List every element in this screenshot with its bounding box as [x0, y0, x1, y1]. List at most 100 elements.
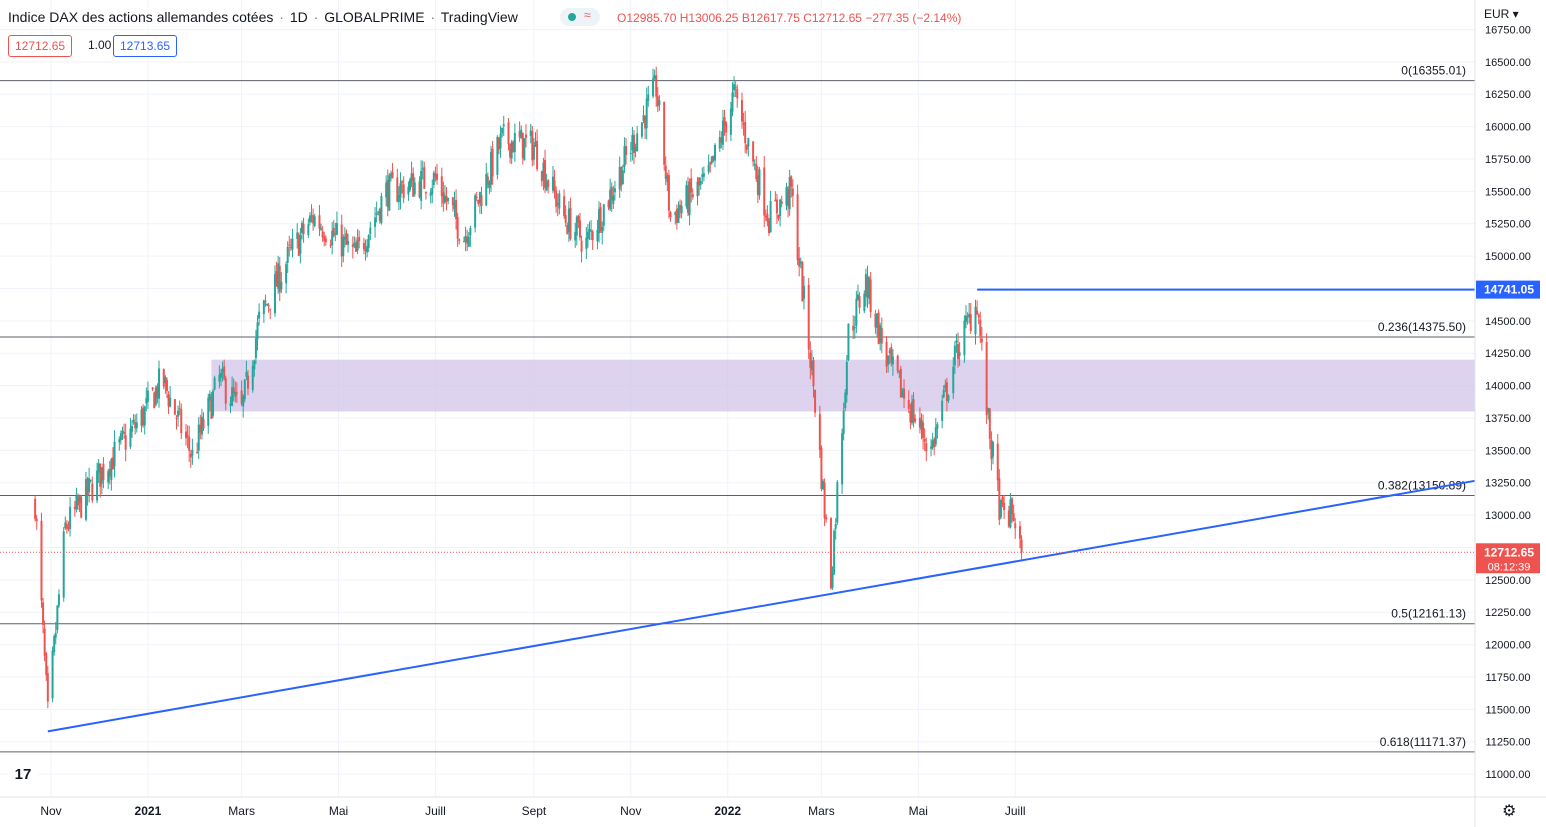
candle-body	[664, 165, 667, 179]
candle-body	[863, 293, 866, 311]
y-tick-label: 12000.00	[1485, 640, 1531, 652]
candle-body	[243, 379, 246, 400]
candle-body	[302, 223, 305, 235]
candle-body	[256, 322, 259, 340]
candle-body	[75, 495, 78, 510]
candle-body	[707, 164, 710, 172]
candle-body	[167, 394, 170, 407]
candle-body	[300, 223, 303, 233]
candle-body	[491, 148, 494, 177]
candle-body	[613, 188, 616, 193]
interval-label[interactable]: 1D	[289, 9, 308, 25]
candle-body	[412, 173, 415, 197]
candle-body	[647, 94, 650, 101]
candle-body	[366, 246, 369, 253]
candle-body	[456, 216, 459, 239]
candle-body	[210, 396, 213, 419]
candle-body	[686, 185, 689, 213]
y-tick-label: 15250.00	[1485, 219, 1531, 231]
ray-price-tag	[1476, 280, 1540, 299]
candle-body	[744, 122, 747, 144]
candle-body	[191, 449, 194, 456]
candle-body	[955, 340, 958, 343]
candle-body	[685, 185, 688, 207]
tradingview-logo-icon[interactable]: 17	[8, 762, 38, 788]
fib-label: 0.618(11171.37)	[1380, 735, 1466, 749]
candle-body	[679, 204, 682, 210]
candle-body	[123, 432, 126, 434]
buy-button[interactable]: 12713.65	[113, 35, 178, 57]
candle-body	[933, 439, 936, 447]
x-tick-label: 2021	[135, 804, 162, 818]
candle-body	[823, 482, 826, 519]
candle-body	[275, 271, 278, 287]
market-status-badge[interactable]: ≈	[560, 8, 600, 26]
fib-label: 0.382(13150.89)	[1378, 479, 1466, 493]
candle-body	[235, 392, 238, 394]
candle-body	[219, 372, 222, 378]
candle-body	[254, 338, 257, 359]
candle-body	[165, 379, 168, 392]
candle-body	[925, 443, 928, 452]
candle-body	[640, 122, 643, 137]
candle-body	[798, 258, 801, 267]
candle-body	[876, 313, 879, 328]
candle-body	[899, 368, 902, 398]
candle-body	[968, 313, 971, 318]
gear-icon[interactable]: ⚙	[1502, 803, 1517, 820]
x-tick-label: Mai	[329, 804, 348, 818]
candle-body	[979, 319, 982, 336]
candle-body	[656, 96, 659, 107]
support-trendline	[47, 479, 1476, 733]
candle-body	[53, 636, 56, 653]
candle-body	[996, 443, 999, 481]
fibonacci-layer: 0(16355.01) 0.236(14375.50) 0.382(13150.89…	[0, 64, 1475, 753]
candle-body	[111, 457, 114, 470]
candle-body	[718, 136, 721, 149]
candle-body	[887, 355, 890, 365]
candle-body	[442, 192, 445, 204]
candle-body	[920, 420, 923, 430]
candle-body	[289, 246, 292, 248]
sell-button[interactable]: 12712.65	[8, 35, 73, 57]
candle-body	[590, 230, 593, 232]
x-tick-label: Mars	[808, 804, 835, 818]
candle-body	[299, 235, 302, 254]
candle-body	[362, 243, 365, 250]
candle-body	[567, 208, 570, 233]
candle-body	[84, 479, 87, 520]
candle-body	[413, 182, 416, 195]
currency-selector[interactable]: EUR ▾	[1484, 7, 1519, 21]
candle-body	[51, 650, 54, 699]
candle-body	[755, 164, 758, 180]
candle-body	[62, 531, 65, 598]
open-value: 12985.70	[626, 11, 677, 25]
candle-body	[164, 376, 167, 383]
candle-body	[464, 236, 467, 242]
candle-body	[974, 306, 977, 335]
candle-body	[245, 371, 248, 377]
candle-body	[212, 390, 215, 416]
close-value: 12712.65	[811, 11, 862, 25]
y-tick-label: 13000.00	[1485, 510, 1531, 522]
candle-body	[885, 341, 888, 367]
x-tick-label: Juill	[1005, 804, 1026, 818]
chevron-down-icon: ▾	[1509, 7, 1519, 21]
candle-body	[402, 184, 405, 199]
candle-body	[807, 284, 810, 350]
candle-body	[942, 389, 945, 398]
candle-body	[551, 176, 554, 191]
candle-body	[976, 310, 979, 315]
candle-body	[988, 408, 991, 439]
symbol-title[interactable]: Indice DAX des actions allemandes cotées	[8, 9, 274, 25]
candle-body	[645, 98, 648, 129]
candle-body	[909, 411, 912, 423]
candle-body	[189, 453, 192, 458]
candle-body	[879, 325, 882, 343]
candle-body	[207, 397, 210, 426]
candle-body	[266, 303, 269, 306]
candle-body	[131, 426, 134, 432]
candle-body	[957, 343, 960, 360]
candle-body	[936, 424, 939, 429]
